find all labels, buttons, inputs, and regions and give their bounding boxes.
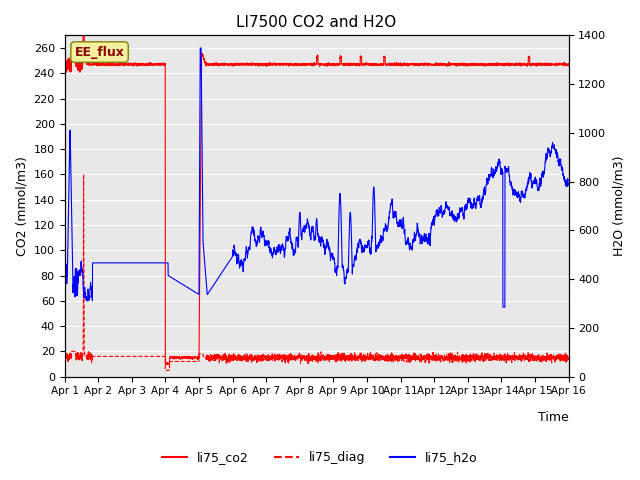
Legend: li75_co2, li75_diag, li75_h2o: li75_co2, li75_diag, li75_h2o: [157, 446, 483, 469]
Y-axis label: CO2 (mmol/m3): CO2 (mmol/m3): [15, 156, 28, 256]
Text: EE_flux: EE_flux: [75, 46, 125, 59]
Title: LI7500 CO2 and H2O: LI7500 CO2 and H2O: [236, 15, 397, 30]
Y-axis label: H2O (mmol/m3): H2O (mmol/m3): [612, 156, 625, 256]
X-axis label: Time: Time: [538, 411, 568, 424]
